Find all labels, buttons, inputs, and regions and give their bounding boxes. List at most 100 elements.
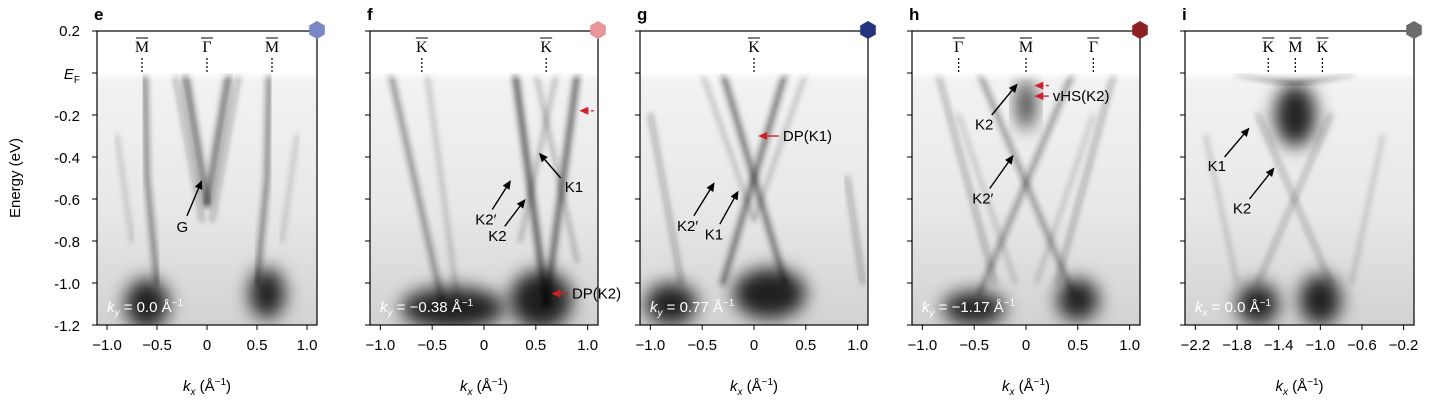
x-tick-label: 1.0 <box>847 337 868 354</box>
annotation-arrow: DP(K2) <box>551 286 621 303</box>
annotation-label: K2 <box>1233 200 1251 217</box>
ef-edge <box>1185 71 1414 81</box>
y-tick-label: -0.6 <box>54 192 80 209</box>
panel-g: −1.0 −0.5 0 0.5 1.0 kx (Å−1) g Kky = 0.77 Å−1 K2… <box>635 5 876 398</box>
band-dispersion <box>719 70 789 286</box>
panel-frame <box>1184 30 1415 326</box>
band-dispersion <box>203 69 233 207</box>
high-symmetry-label: K <box>1262 39 1274 56</box>
annotation-label: K2′ <box>972 190 993 207</box>
intensity-blob <box>125 278 169 325</box>
ef-edge <box>370 71 598 81</box>
high-symmetry-label: M <box>1019 39 1033 56</box>
ef-edge <box>912 71 1140 81</box>
x-tick-label: 1.0 <box>1119 337 1140 354</box>
band-dispersion <box>845 176 865 285</box>
annotation-arrow <box>1034 81 1049 90</box>
band-dispersion <box>254 70 272 286</box>
y-tick-label: -0.2 <box>54 108 80 125</box>
annotation-arrow: K2 <box>1233 167 1275 217</box>
intensity-blob <box>943 291 1006 325</box>
x-tick-label: −0.5 <box>142 337 172 354</box>
intensity-blob <box>1299 274 1342 325</box>
x-tick-label: −0.5 <box>417 337 447 354</box>
band-dispersion <box>1255 113 1333 285</box>
band-dispersion <box>752 71 808 222</box>
band-dispersion <box>1204 134 1239 285</box>
arpes-intensity-map <box>370 31 598 325</box>
panel-color-hexagon <box>1406 21 1422 39</box>
x-tick-label: −0.2 <box>1389 337 1419 354</box>
above-ef-region <box>370 31 598 73</box>
y-tick-label: -1.0 <box>54 276 80 293</box>
y-tick-label: -1.2 <box>54 318 80 335</box>
x-tick-label: −1.0 <box>366 337 396 354</box>
band-dispersion <box>388 70 445 307</box>
high-symmetry-label: M <box>265 39 279 56</box>
annotation-label: K2 <box>488 228 506 245</box>
band-dispersion <box>957 113 1018 285</box>
band-dispersion <box>173 71 204 222</box>
x-tick-label: −0.5 <box>687 337 717 354</box>
annotation-arrow: K1 <box>538 152 583 196</box>
annotation-label: K2′ <box>475 212 496 229</box>
y-tick-label: -0.8 <box>54 234 80 251</box>
panel-color-hexagon <box>860 21 876 39</box>
intensity-blob <box>401 287 505 325</box>
intensity-blob <box>733 268 806 319</box>
x-tick-label: −1.0 <box>92 337 122 354</box>
x-tick-label: 1.0 <box>297 337 318 354</box>
x-tick-label: 0 <box>750 337 758 354</box>
annotation-label: G <box>177 219 189 236</box>
annotation-arrow: G <box>177 180 203 236</box>
panel-letter: e <box>94 5 103 24</box>
x-axis-label: kx (Å−1) <box>183 377 231 398</box>
x-tick-label: −1.4 <box>1264 337 1294 354</box>
intensity-blob <box>1237 283 1279 325</box>
band-dispersion <box>518 71 558 243</box>
band-dispersion <box>210 71 241 222</box>
x-tick-label: 0.5 <box>795 337 816 354</box>
annotation-label: K1 <box>1208 158 1226 175</box>
arpes-intensity-map <box>97 31 317 325</box>
panel-color-hexagon <box>590 21 606 39</box>
arpes-intensity-map <box>912 31 1140 325</box>
momentum-label: ky = −1.17 Å−1 <box>922 298 1016 319</box>
momentum-label: ky = −0.38 Å−1 <box>380 298 474 319</box>
panel-letter: g <box>637 5 647 24</box>
ef-edge <box>97 71 317 81</box>
high-symmetry-label: K <box>540 39 552 56</box>
band-dispersion <box>1055 71 1117 285</box>
high-symmetry-label: K <box>1317 39 1329 56</box>
annotation-label: DP(K2) <box>572 286 621 303</box>
panel-e: −1.0 −0.5 0 0.5 1.0 kx (Å−1) e M Γ Mky = 0.0 Å−1 G <box>92 5 325 398</box>
panel-color-hexagon <box>1132 21 1148 39</box>
momentum-label: ky = 0.0 Å−1 <box>107 298 183 319</box>
band-dispersion <box>115 134 134 243</box>
intensity-blob <box>1017 79 1035 130</box>
panel-letter: f <box>367 5 373 24</box>
annotation-label: K1 <box>705 227 723 244</box>
y-tick-label-ef: EF <box>64 66 80 86</box>
band-dispersion <box>1350 134 1385 285</box>
x-axis-label: kx (Å−1) <box>1275 377 1323 398</box>
x-tick-label: 0 <box>480 337 488 354</box>
x-tick-label: −1.0 <box>636 337 666 354</box>
high-symmetry-label: K <box>416 39 428 56</box>
x-tick-label: −1.0 <box>908 337 938 354</box>
x-axis-label: kx (Å−1) <box>460 377 508 398</box>
annotation-arrow: K2′ <box>475 180 511 229</box>
annotation-arrow: K2 <box>488 199 526 245</box>
intensity-blob <box>509 270 573 325</box>
band-dispersion <box>935 71 997 285</box>
y-tick-labels: 0.2 EF -0.2 -0.4 -0.6 -0.8 -1.0 -1.2 <box>54 23 80 335</box>
high-symmetry-label: Γ <box>202 39 211 56</box>
x-tick-label: 0.5 <box>525 337 546 354</box>
arpes-intensity-map <box>1185 31 1414 325</box>
annotation-label: vHS(K2) <box>1053 88 1110 105</box>
annotation-label: K2′ <box>677 218 698 235</box>
x-tick-label: 0.5 <box>247 337 268 354</box>
x-axis-label: kx (Å−1) <box>730 377 778 398</box>
x-tick-label: −1.8 <box>1222 337 1252 354</box>
